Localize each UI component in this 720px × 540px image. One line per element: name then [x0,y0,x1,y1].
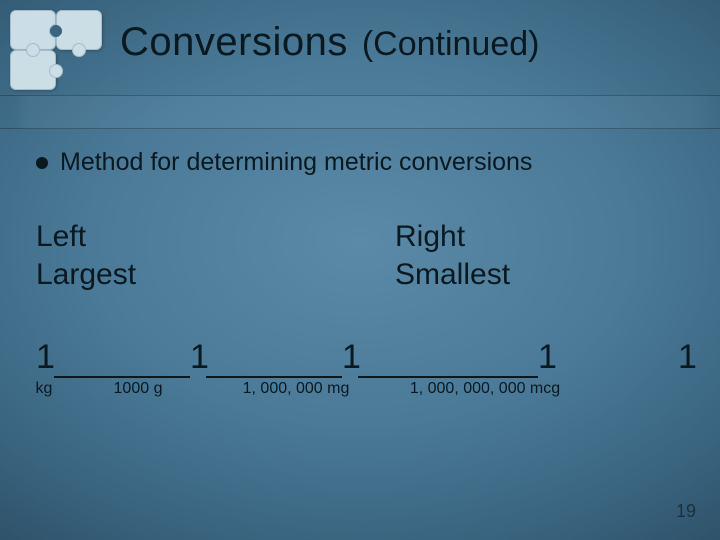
title-main: Conversions [120,20,348,65]
chain-one: 1 [36,338,55,377]
left-largest-pair: Left Largest [36,218,136,293]
chain-one: 1 [538,338,557,377]
pair-left-bottom: Largest [36,256,136,294]
chain-under-mcg: 1, 000, 000, 000 mcg [390,380,580,398]
chain-under-mg: 1, 000, 000 mg [226,380,366,398]
bullet-text: Method for determining metric conversion… [60,148,532,177]
chain-one: 1 [678,338,697,377]
pair-left-top: Left [36,218,136,256]
title-sub: (Continued) [362,25,540,64]
chain-one: 1 [190,338,209,377]
chain-line [358,376,538,378]
chain-one: 1 [342,338,361,377]
page-number: 19 [676,501,696,522]
slide-title: Conversions (Continued) [120,20,700,65]
title-separator [0,95,720,129]
pair-right-top: Right [395,218,510,256]
puzzle-piece [56,10,102,50]
bullet-icon [36,157,48,169]
puzzle-piece [10,50,56,90]
right-smallest-pair: Right Smallest [395,218,510,293]
pair-right-bottom: Smallest [395,256,510,294]
chain-under-g: 1000 g [98,380,178,398]
conversion-chain: 1 1 1 1 1 kg 1000 g 1, 000, 000 mg 1, 00… [30,338,708,428]
chain-line [206,376,342,378]
chain-line [54,376,190,378]
chain-under-kg: kg [30,380,58,398]
puzzle-decor [6,6,116,86]
bullet-line: Method for determining metric conversion… [36,148,700,177]
